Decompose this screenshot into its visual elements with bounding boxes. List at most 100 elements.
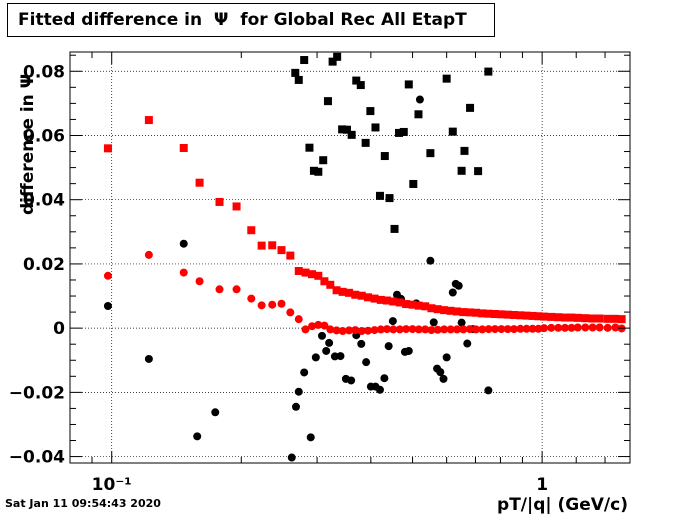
data-point	[402, 325, 411, 334]
data-point	[357, 327, 366, 336]
data-point	[179, 268, 188, 277]
data-point	[440, 306, 449, 315]
data-point	[362, 358, 371, 367]
data-point	[301, 268, 310, 277]
data-point	[573, 323, 582, 332]
data-point	[528, 324, 537, 333]
data-point	[301, 325, 310, 334]
data-point	[380, 152, 389, 161]
data-point	[395, 325, 404, 334]
data-point	[144, 354, 153, 363]
data-point	[588, 323, 597, 332]
data-point	[395, 298, 404, 307]
data-markers	[103, 52, 626, 462]
data-point	[595, 314, 604, 323]
data-point	[409, 179, 418, 188]
data-point	[528, 311, 537, 320]
data-point	[459, 308, 468, 317]
data-point	[603, 314, 612, 323]
data-point	[560, 323, 569, 332]
data-point	[442, 353, 451, 362]
data-point	[103, 301, 112, 310]
y-tick-label: 0.02	[23, 255, 65, 275]
y-tick-label: 0.06	[23, 126, 65, 146]
data-point	[370, 326, 379, 335]
data-point	[617, 315, 626, 324]
data-point	[294, 266, 303, 275]
data-point	[427, 304, 436, 313]
data-point	[103, 144, 112, 153]
data-point	[308, 322, 317, 331]
data-point	[540, 324, 549, 333]
data-point	[328, 57, 337, 66]
x-axis-label: pT/|q| (GeV/c)	[497, 495, 628, 514]
data-point	[247, 226, 256, 235]
data-point	[421, 302, 430, 311]
data-point	[509, 310, 518, 319]
data-point	[415, 95, 424, 104]
data-point	[268, 300, 277, 309]
data-point	[448, 288, 457, 297]
data-point	[347, 376, 356, 385]
data-point	[547, 323, 556, 332]
data-point	[257, 241, 266, 250]
data-point	[308, 270, 317, 279]
data-point	[179, 144, 188, 153]
data-point	[320, 321, 329, 330]
data-point	[345, 326, 354, 335]
data-point	[439, 374, 448, 383]
data-point	[338, 125, 347, 134]
data-point	[179, 239, 188, 248]
data-point	[333, 52, 342, 61]
data-point	[382, 325, 391, 334]
data-point	[376, 325, 385, 334]
data-point	[436, 368, 445, 377]
data-point	[426, 149, 435, 158]
data-point	[314, 271, 323, 280]
data-point	[287, 453, 296, 462]
data-point	[322, 346, 331, 355]
data-point	[326, 325, 335, 334]
data-point	[193, 432, 202, 441]
data-point	[389, 297, 398, 306]
data-point	[384, 342, 393, 351]
axis-ticks: −0.04 −0.02 0 0.02 0.04 0.06 0.08 10⁻¹ 1	[9, 52, 631, 495]
data-point	[291, 68, 300, 77]
data-point	[277, 246, 286, 255]
data-point	[300, 368, 309, 377]
data-point	[195, 178, 204, 187]
data-point	[345, 288, 354, 297]
data-point	[478, 309, 487, 318]
data-point	[429, 318, 438, 327]
data-point	[463, 339, 472, 348]
data-point	[352, 76, 361, 85]
y-tick-label: 0	[53, 319, 65, 339]
data-point	[323, 97, 332, 106]
data-point	[277, 299, 286, 308]
data-point	[364, 293, 373, 302]
data-point	[472, 308, 481, 317]
data-point	[440, 325, 449, 334]
data-point	[385, 194, 394, 203]
data-point	[452, 307, 461, 316]
data-point	[457, 166, 466, 175]
data-point	[414, 110, 423, 119]
data-point	[603, 323, 612, 332]
data-point	[490, 325, 499, 334]
data-point	[364, 326, 373, 335]
data-point	[319, 156, 328, 165]
data-point	[484, 386, 493, 395]
data-point	[454, 281, 463, 290]
data-point	[497, 325, 506, 334]
y-tick-label: 0.08	[23, 62, 65, 82]
data-point	[509, 325, 518, 334]
data-point	[286, 308, 295, 317]
data-point	[414, 301, 423, 310]
data-point	[103, 271, 112, 280]
data-point	[484, 67, 493, 76]
data-point	[309, 166, 318, 175]
data-point	[472, 325, 481, 334]
data-point	[388, 317, 397, 326]
data-point	[484, 325, 493, 334]
data-point	[408, 325, 417, 334]
